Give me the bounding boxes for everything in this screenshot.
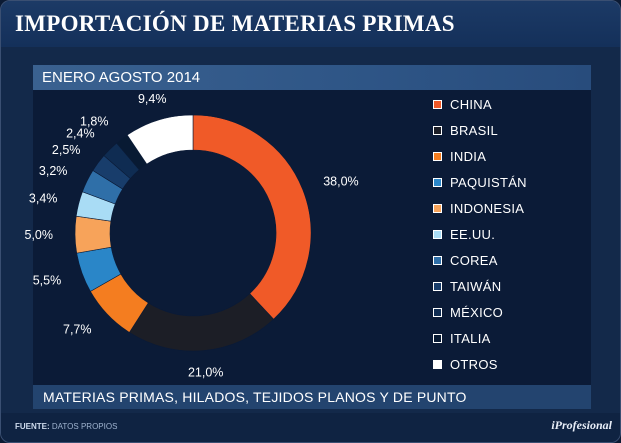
slice-label: 3,2% <box>39 164 68 178</box>
slice-label: 2,4% <box>66 127 95 141</box>
legend-swatch <box>433 334 442 343</box>
legend-swatch <box>433 100 442 109</box>
chart-panel: ENERO AGOSTO 2014 <box>33 65 591 385</box>
legend-item: OTROS <box>433 357 583 375</box>
legend-item: PAQUISTÁN <box>433 175 583 193</box>
legend-label: ITALIA <box>450 331 491 346</box>
source-label: FUENTE: <box>15 422 50 431</box>
slice-label: 9,4% <box>138 92 167 106</box>
legend-label: EE.UU. <box>450 227 496 242</box>
legend-swatch <box>433 308 442 317</box>
legend-item: ITALIA <box>433 331 583 349</box>
chart-caption: MATERIAS PRIMAS, HILADOS, TEJIDOS PLANOS… <box>43 389 467 405</box>
legend-swatch <box>433 230 442 239</box>
donut-slice-indonesia <box>74 215 112 254</box>
legend-swatch <box>433 204 442 213</box>
legend-swatch <box>433 256 442 265</box>
legend-swatch <box>433 360 442 369</box>
legend-swatch <box>433 178 442 187</box>
page-title: IMPORTACIÓN DE MATERIAS PRIMAS <box>15 11 455 36</box>
donut-slice-otros <box>126 114 194 165</box>
legend-item: TAIWÁN <box>433 279 583 297</box>
legend-label: OTROS <box>450 357 498 372</box>
legend-item: BRASIL <box>433 123 583 141</box>
chart-subtitle: ENERO AGOSTO 2014 <box>42 69 201 86</box>
legend-item: INDONESIA <box>433 201 583 219</box>
footer: FUENTE: DATOS PROPIOS iProfesional <box>1 413 620 442</box>
legend-label: COREA <box>450 253 498 268</box>
legend-item: COREA <box>433 253 583 271</box>
source-note: FUENTE: DATOS PROPIOS <box>15 422 117 431</box>
donut-slice-brasil <box>128 293 274 352</box>
legend-item: EE.UU. <box>433 227 583 245</box>
slice-label: 1,8% <box>80 114 109 128</box>
slice-label: 38,0% <box>323 175 358 189</box>
legend-label: INDIA <box>450 149 487 164</box>
donut-slice-china <box>192 114 312 320</box>
brand-logo: iProfesional <box>551 418 612 432</box>
legend-label: CHINA <box>450 97 492 112</box>
legend-label: INDONESIA <box>450 201 525 216</box>
slice-label: 7,7% <box>63 322 92 336</box>
slice-label: 3,4% <box>29 191 58 205</box>
legend-swatch <box>433 282 442 291</box>
slice-label: 5,5% <box>33 273 62 287</box>
caption-bar: MATERIAS PRIMAS, HILADOS, TEJIDOS PLANOS… <box>33 385 591 409</box>
source-value: DATOS PROPIOS <box>51 422 118 431</box>
slice-label: 5,0% <box>25 228 54 242</box>
legend-label: BRASIL <box>450 123 499 138</box>
legend-label: TAIWÁN <box>450 279 502 294</box>
legend-swatch <box>433 126 442 135</box>
legend-item: CHINA <box>433 97 583 115</box>
slice-label: 21,0% <box>188 365 223 379</box>
slice-label: 2,5% <box>52 143 81 157</box>
legend-swatch <box>433 152 442 161</box>
legend-label: MÉXICO <box>450 305 504 320</box>
title-bar: IMPORTACIÓN DE MATERIAS PRIMAS <box>1 1 620 47</box>
legend-item: MÉXICO <box>433 305 583 323</box>
legend-label: PAQUISTÁN <box>450 175 527 190</box>
legend-item: INDIA <box>433 149 583 167</box>
subtitle-bar: ENERO AGOSTO 2014 <box>33 65 591 90</box>
